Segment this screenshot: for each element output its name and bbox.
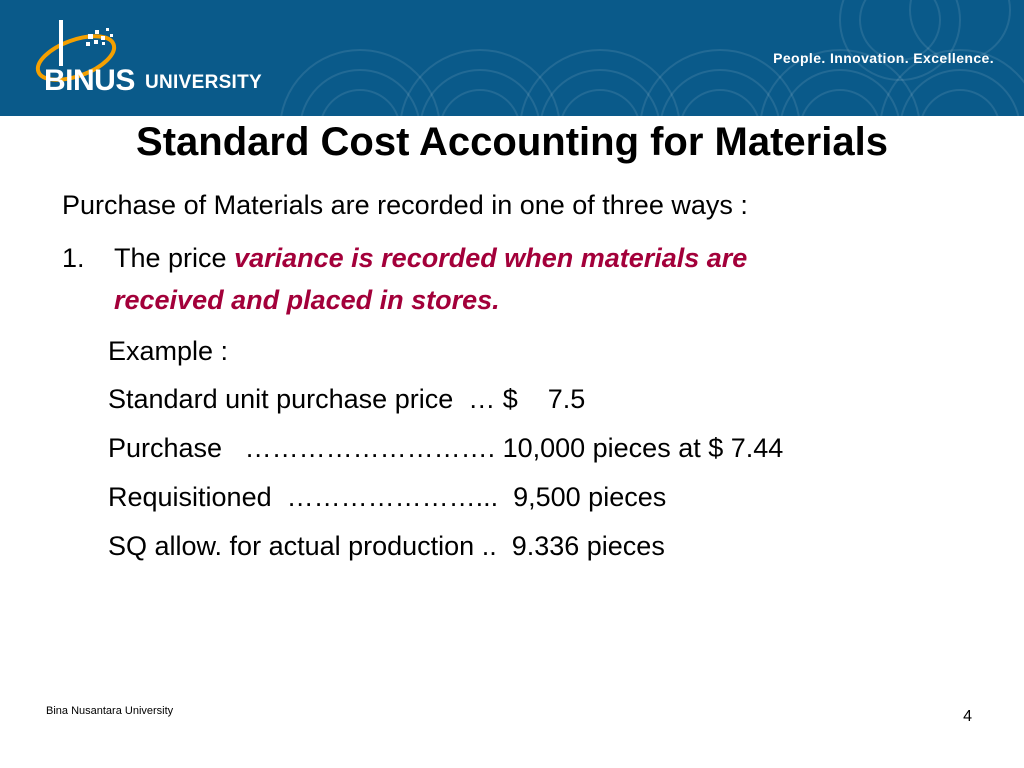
detail-line: Purchase ………………………. 10,000 pieces at $ 7…	[108, 433, 784, 463]
list-number: 1.	[62, 243, 85, 273]
highlight-text-line-1: variance is recorded when materials are	[234, 243, 748, 273]
page-number: 4	[963, 708, 972, 725]
detail-line: SQ allow. for actual production .. 9.336…	[108, 531, 665, 561]
footer-institution: Bina Nusantara University	[46, 705, 174, 717]
detail-line: Standard unit purchase price … $ 7.5	[108, 384, 586, 414]
decorative-arcs	[280, 0, 1024, 116]
detail-line: Requisitioned …………………... 9,500 pieces	[108, 482, 667, 512]
header-banner: BINUS UNIVERSITY People. Innovation. Exc…	[0, 0, 1024, 116]
list-item-1: The price variance is recorded when mate…	[114, 245, 747, 272]
logo-wordmark: BINUS	[44, 64, 135, 97]
logo-subtext: UNIVERSITY	[145, 72, 263, 93]
slide-title: Standard Cost Accounting for Materials	[136, 120, 888, 164]
intro-text: Purchase of Materials are recorded in on…	[62, 190, 748, 220]
binus-logo-icon	[35, 20, 117, 82]
example-label: Example :	[108, 336, 229, 366]
highlight-text-line-2: received and placed in stores.	[114, 285, 500, 315]
list-item-prefix: The price	[114, 243, 235, 273]
tagline: People. Innovation. Excellence.	[773, 50, 994, 66]
